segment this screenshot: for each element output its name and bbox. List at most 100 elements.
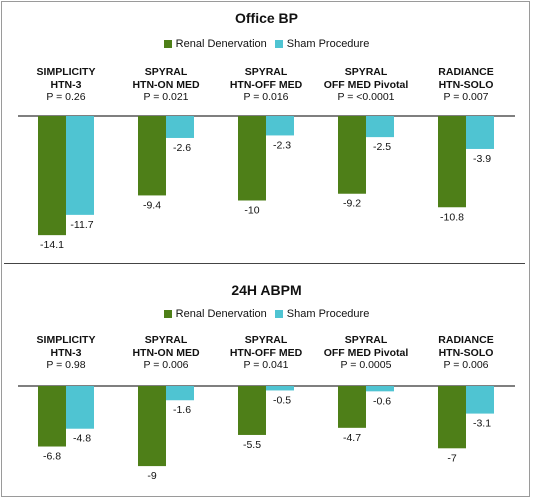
office-bp-bar-chart: -14.1 -9.4 -10 -9.2 -10.8 -11.7 -2.6 -2.3 -2.5 -3… [18,115,515,251]
legend-item-renal: Renal Denervation [163,308,267,320]
study-name: RADIANCE [438,66,494,78]
bar-renal-denervation [238,386,266,435]
bar-sham-procedure [166,386,194,401]
legend-office-bp: Renal Denervation Sham Procedure [0,38,533,50]
bar-sham-procedure [366,386,394,392]
study-name: SPYRAL [344,66,388,78]
study-p-value: P = 0.0005 [340,359,392,371]
study-name: SPYRAL [244,66,288,78]
24h-abpm-bar-chart: -6.8 -9 -5.5 -4.7 -7 -4.8 -1.6 -0.5 -0.6 -3.1 [18,385,515,482]
data-label-sham-procedure: -2.6 [173,142,191,154]
data-label-renal-denervation: -9.4 [143,199,161,211]
study-label-spyral-pivotal: SPYRAL OFF MED Pivotal P = 0.0005 [311,334,421,372]
bar-renal-denervation [38,116,66,236]
study-trial: HTN-3 [50,78,82,91]
study-p-value: P = 0.006 [443,359,489,371]
bar-renal-denervation [238,116,266,201]
legend-item-sham: Sham Procedure [274,38,370,50]
bar-sham-procedure [66,386,94,429]
study-label-spyral-off: SPYRAL HTN-OFF MED P = 0.041 [211,334,321,372]
data-label-sham-procedure: -3.1 [473,418,491,430]
study-trial: HTN-ON MED [132,78,200,91]
study-trial: HTN-3 [50,346,82,359]
legend-item-renal: Renal Denervation [163,38,267,50]
legend-24h-abpm: Renal Denervation Sham Procedure [0,308,533,320]
data-label-sham-procedure: -0.6 [373,395,391,407]
data-label-sham-procedure: -0.5 [273,394,291,406]
study-label-simplicity: SIMPLICITY HTN-3 P = 0.26 [11,66,121,104]
bar-sham-procedure [466,116,494,149]
study-name: RADIANCE [438,334,494,346]
legend-swatch-sham [274,310,283,318]
legend-swatch-renal [163,40,172,48]
data-label-renal-denervation: -7 [447,452,456,464]
data-label-renal-denervation: -10.8 [440,211,464,223]
panel-divider [4,263,525,264]
legend-label-sham: Sham Procedure [286,308,370,320]
legend-item-sham: Sham Procedure [274,308,370,320]
study-trial: HTN-OFF MED [229,78,303,91]
bar-renal-denervation [338,386,366,428]
study-p-value: P = 0.98 [46,359,86,371]
bar-sham-procedure [266,116,294,136]
study-name: SPYRAL [244,334,288,346]
data-label-renal-denervation: -9 [147,470,156,482]
study-name: SIMPLICITY [36,334,96,346]
data-label-sham-procedure: -2.5 [373,141,391,153]
study-name: SPYRAL [144,334,188,346]
legend-swatch-renal [163,310,172,318]
data-label-renal-denervation: -10 [244,205,259,217]
data-label-renal-denervation: -9.2 [343,198,361,210]
study-p-value: P = <0.0001 [337,91,395,103]
study-label-simplicity: SIMPLICITY HTN-3 P = 0.98 [11,334,121,372]
data-label-renal-denervation: -5.5 [243,439,261,451]
study-p-value: P = 0.26 [46,91,86,103]
data-label-renal-denervation: -4.7 [343,432,361,444]
legend-label-renal: Renal Denervation [175,308,267,320]
bar-renal-denervation [138,386,166,467]
study-trial: HTN-SOLO [438,346,494,359]
legend-label-sham: Sham Procedure [286,38,370,50]
study-label-radiance: RADIANCE HTN-SOLO P = 0.006 [411,334,521,372]
study-trial: HTN-OFF MED [229,346,303,359]
study-label-spyral-off: SPYRAL HTN-OFF MED P = 0.016 [211,66,321,104]
bar-sham-procedure [66,116,94,215]
bar-renal-denervation [38,386,66,447]
data-label-renal-denervation: -14.1 [40,239,64,251]
study-trial: OFF MED Pivotal [323,78,409,91]
panel-title-office-bp: Office BP [234,10,298,26]
bar-renal-denervation [338,116,366,194]
data-label-sham-procedure: -2.3 [273,139,291,151]
study-trial: HTN-SOLO [438,78,494,91]
study-label-spyral-pivotal: SPYRAL OFF MED Pivotal P = <0.0001 [311,66,421,104]
study-name: SPYRAL [144,66,188,78]
bar-sham-procedure [466,386,494,414]
bar-renal-denervation [138,116,166,196]
bar-renal-denervation [438,386,466,449]
data-label-sham-procedure: -1.6 [173,404,191,416]
study-trial: HTN-ON MED [132,346,200,359]
study-p-value: P = 0.016 [243,91,289,103]
study-p-value: P = 0.041 [243,359,289,371]
data-label-sham-procedure: -11.7 [70,219,93,231]
study-p-value: P = 0.021 [143,91,189,103]
bar-renal-denervation [438,116,466,208]
bar-sham-procedure [266,386,294,391]
study-name: SIMPLICITY [36,66,96,78]
data-label-sham-procedure: -4.8 [73,433,91,445]
study-trial: OFF MED Pivotal [323,346,409,359]
study-name: SPYRAL [344,334,388,346]
legend-label-renal: Renal Denervation [175,38,267,50]
legend-swatch-sham [274,40,283,48]
panel-title-24h-abpm: 24H ABPM [231,282,302,298]
data-label-renal-denervation: -6.8 [43,451,61,463]
bar-sham-procedure [166,116,194,138]
study-label-spyral-on: SPYRAL HTN-ON MED P = 0.006 [111,334,221,372]
study-label-spyral-on: SPYRAL HTN-ON MED P = 0.021 [111,66,221,104]
data-label-sham-procedure: -3.9 [473,153,491,165]
study-p-value: P = 0.007 [443,91,489,103]
study-p-value: P = 0.006 [143,359,189,371]
study-label-radiance: RADIANCE HTN-SOLO P = 0.007 [411,66,521,104]
bar-sham-procedure [366,116,394,138]
